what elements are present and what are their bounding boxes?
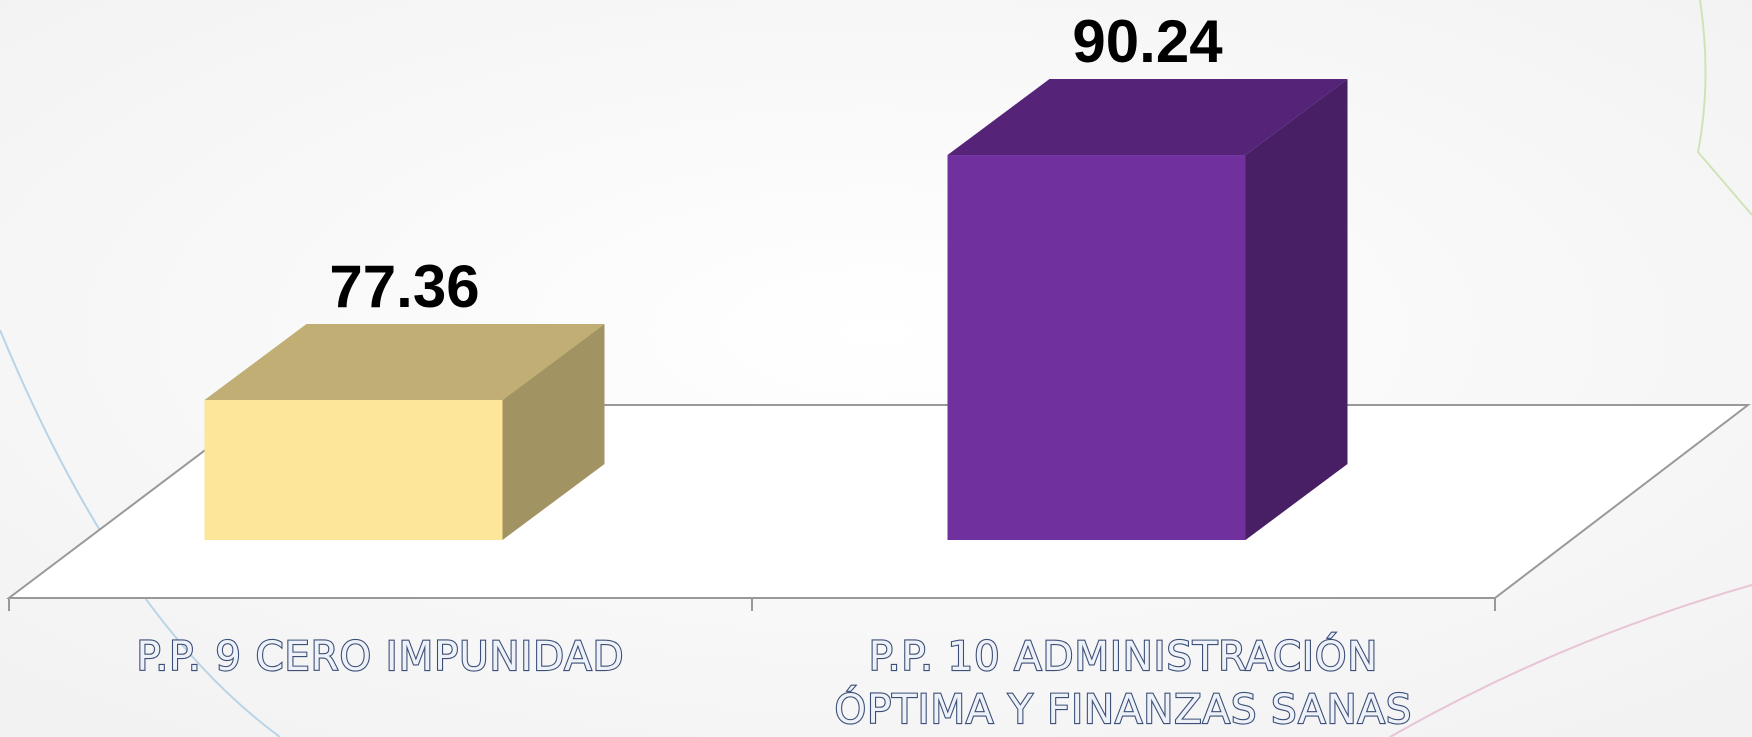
bar <box>947 79 1348 540</box>
value-label: 77.36 <box>329 253 479 320</box>
decor-line <box>1696 0 1752 216</box>
bar-front <box>204 400 503 540</box>
bar-top <box>204 324 605 401</box>
bar-side <box>1245 79 1348 540</box>
value-label: 90.24 <box>1072 8 1223 75</box>
bar <box>204 324 605 540</box>
x-tick-label: P.P. 10 ADMINISTRACIÓN ÓPTIMA Y FINANZAS … <box>835 632 1413 733</box>
bars <box>204 79 1348 540</box>
x-tick-label: P.P. 9 CERO IMPUNIDAD <box>137 634 625 680</box>
bar-top <box>947 79 1348 156</box>
bar-side <box>502 324 605 540</box>
bar-front <box>947 155 1246 540</box>
decor-curve <box>1389 584 1752 737</box>
